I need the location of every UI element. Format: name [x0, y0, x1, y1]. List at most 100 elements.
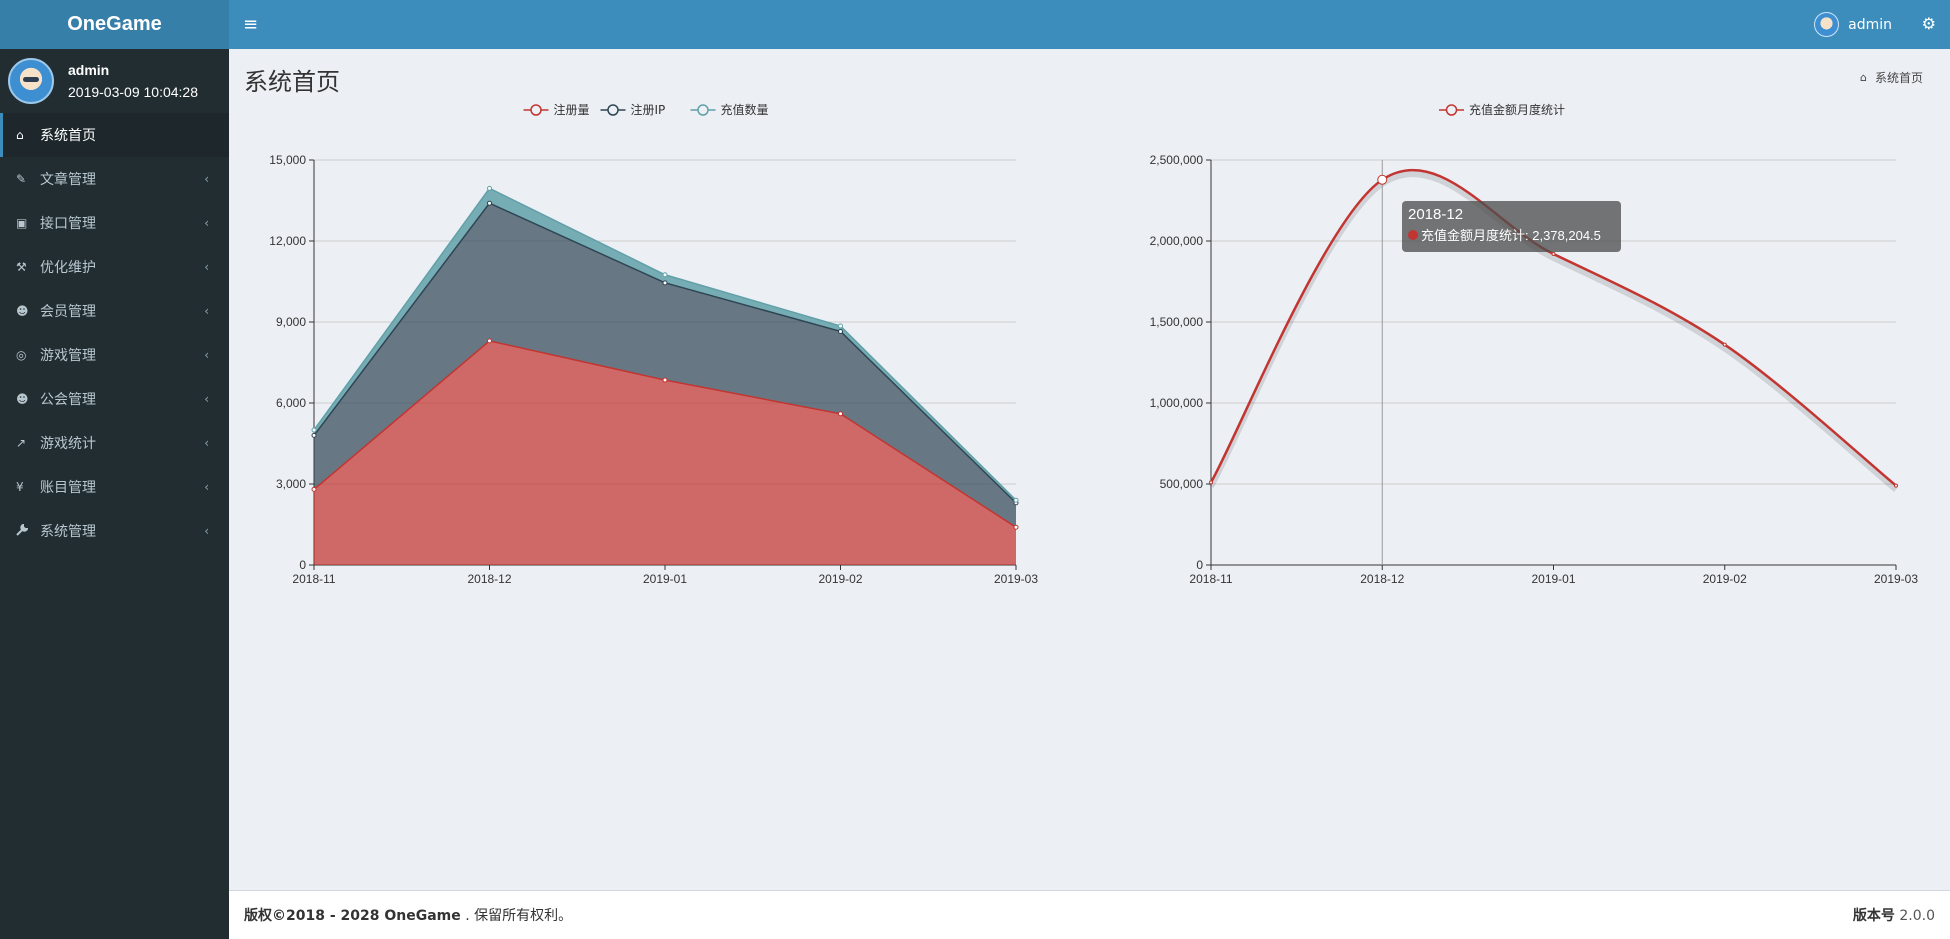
sidebar-item-system[interactable]: 系统管理 ‹: [0, 509, 229, 553]
y-tick-label: 0: [1196, 558, 1203, 572]
header-user-name: admin: [1848, 16, 1892, 33]
y-tick-label: 1,500,000: [1150, 315, 1204, 329]
login-time: 2019-03-09 10:04:28: [68, 84, 198, 100]
y-tick-label: 12,000: [269, 234, 306, 248]
registration-area-chart-svg: 0 3,000 6,000 9,000 12,000 15,000 2018-11 2018-…: [269, 102, 1038, 586]
sidebar-item-label: 会员管理: [40, 304, 96, 320]
legend-label: 充值数量: [721, 102, 769, 117]
data-point: [662, 377, 668, 383]
y-tick-label: 6,000: [276, 396, 306, 410]
x-tick-label: 2018-12: [467, 572, 511, 586]
legend-label: 充值金额月度统计: [1469, 102, 1565, 117]
y-tick-label: 500,000: [1160, 477, 1204, 491]
line-chart-icon: ↗: [16, 436, 27, 450]
y-tick-label: 1,000,000: [1150, 396, 1204, 410]
sidebar-item-label: 公会管理: [40, 392, 96, 408]
user-panel: admin 2019-03-09 10:04:28: [0, 49, 229, 113]
breadcrumb-item[interactable]: 系统首页: [1874, 71, 1923, 85]
header-user-menu[interactable]: admin: [1814, 12, 1892, 37]
sidebar-item-game-stats[interactable]: ↗ 游戏统计 ‹: [0, 421, 229, 465]
sidebar-item-label: 系统管理: [40, 524, 96, 540]
chevron-left-icon: ‹: [204, 480, 209, 494]
edit-icon: ✎: [16, 172, 27, 186]
sidebar: OneGame admin 2019-03-09 10:04:28 ⌂ 系统首页…: [0, 0, 229, 939]
top-navbar: ≡ admin ⚙: [229, 0, 1950, 49]
tooltip-title: 2018-12: [1408, 206, 1464, 223]
data-point: [487, 200, 492, 206]
sidebar-menu: ⌂ 系统首页 ✎ 文章管理 ‹ ▣ 接口管理 ‹ ⚒ 优化维护 ‹ ☻ 会员管理…: [0, 113, 229, 553]
copyright-bold: 版权©2018 - 2028 OneGame: [244, 908, 461, 924]
sidebar-item-label: 接口管理: [40, 216, 96, 232]
gamepad-icon: ◎: [16, 348, 27, 362]
legend-marker: [607, 104, 619, 116]
x-tick-label: 2018-11: [292, 572, 335, 586]
chevron-left-icon: ‹: [204, 260, 209, 274]
breadcrumb: ⌂ 系统首页: [1860, 69, 1923, 86]
sidebar-item-maintenance[interactable]: ⚒ 优化维护 ‹: [0, 245, 229, 289]
app-logo[interactable]: OneGame: [0, 0, 229, 49]
sidebar-item-label: 系统首页: [40, 128, 96, 144]
chevron-left-icon: ‹: [204, 392, 209, 406]
data-point: [311, 432, 317, 438]
data-point: [1209, 480, 1213, 485]
sidebar-toggle-icon[interactable]: ≡: [243, 14, 259, 35]
y-tick-label: 3,000: [276, 477, 306, 491]
sidebar-item-label: 优化维护: [40, 260, 96, 276]
chevron-left-icon: ‹: [204, 172, 209, 186]
chevron-left-icon: ‹: [204, 524, 209, 538]
recharge-line-chart-svg: 0 500,000 1,000,000 1,500,000 2,000,000 2,500…: [1150, 102, 1919, 586]
data-point: [311, 427, 317, 433]
legend-label: 注册IP: [631, 102, 666, 117]
page-title: 系统首页: [244, 68, 340, 96]
gears-icon[interactable]: ⚙: [1921, 14, 1936, 33]
gavel-icon: ⚒: [16, 260, 27, 274]
x-tick-label: 2018-11: [1189, 572, 1232, 586]
data-point: [1377, 174, 1388, 185]
sidebar-item-guilds[interactable]: ☻ 公会管理 ‹: [0, 377, 229, 421]
area-注册IP: [314, 203, 1016, 528]
data-point: [1894, 483, 1898, 488]
chevron-left-icon: ‹: [204, 348, 209, 362]
data-point: [1013, 497, 1019, 503]
chevron-left-icon: ‹: [204, 436, 209, 450]
data-point: [1551, 251, 1556, 256]
data-point: [311, 486, 317, 492]
footer: 版权©2018 - 2028 OneGame . 保留所有权利。 版本号 2.0…: [229, 890, 1950, 939]
sidebar-item-label: 文章管理: [40, 172, 96, 188]
data-point: [1722, 342, 1727, 347]
x-tick-label: 2019-03: [994, 572, 1038, 586]
x-tick-label: 2019-01: [643, 572, 687, 586]
version-number: 2.0.0: [1899, 908, 1935, 924]
legend-marker: [697, 104, 709, 116]
book-icon: ▣: [16, 216, 28, 230]
x-tick-label: 2019-01: [1531, 572, 1575, 586]
y-tick-label: 2,500,000: [1150, 153, 1204, 167]
header-avatar: [1814, 12, 1840, 37]
data-point: [487, 185, 492, 191]
user-avatar: [8, 58, 54, 104]
sidebar-item-games[interactable]: ◎ 游戏管理 ‹: [0, 333, 229, 377]
tooltip-text: 充值金额月度统计: 2,378,204.5: [1421, 228, 1601, 243]
chart-tooltip: 2018-12 充值金额月度统计: 2,378,204.5: [1402, 201, 1621, 252]
yen-icon: ¥: [16, 480, 24, 494]
y-tick-label: 2,000,000: [1150, 234, 1204, 248]
version-label: 版本号: [1852, 908, 1895, 924]
home-icon[interactable]: ⌂: [1860, 71, 1867, 84]
sidebar-item-label: 账目管理: [40, 480, 96, 496]
users-icon: ☻: [16, 304, 29, 318]
legend-marker: [1445, 104, 1458, 116]
y-tick-label: 0: [299, 558, 306, 572]
version-info: 版本号 2.0.0: [1853, 905, 1935, 925]
legend-marker: [530, 104, 542, 116]
data-point: [662, 280, 668, 286]
sidebar-item-accounts[interactable]: ¥ 账目管理 ‹: [0, 465, 229, 509]
sidebar-item-members[interactable]: ☻ 会员管理 ‹: [0, 289, 229, 333]
data-point: [838, 323, 843, 329]
sidebar-item-articles[interactable]: ✎ 文章管理 ‹: [0, 157, 229, 201]
data-point: [662, 272, 668, 278]
sidebar-item-home[interactable]: ⌂ 系统首页: [0, 113, 229, 157]
home-icon: ⌂: [16, 128, 24, 142]
chevron-left-icon: ‹: [204, 304, 209, 318]
y-tick-label: 9,000: [276, 315, 306, 329]
sidebar-item-api[interactable]: ▣ 接口管理 ‹: [0, 201, 229, 245]
